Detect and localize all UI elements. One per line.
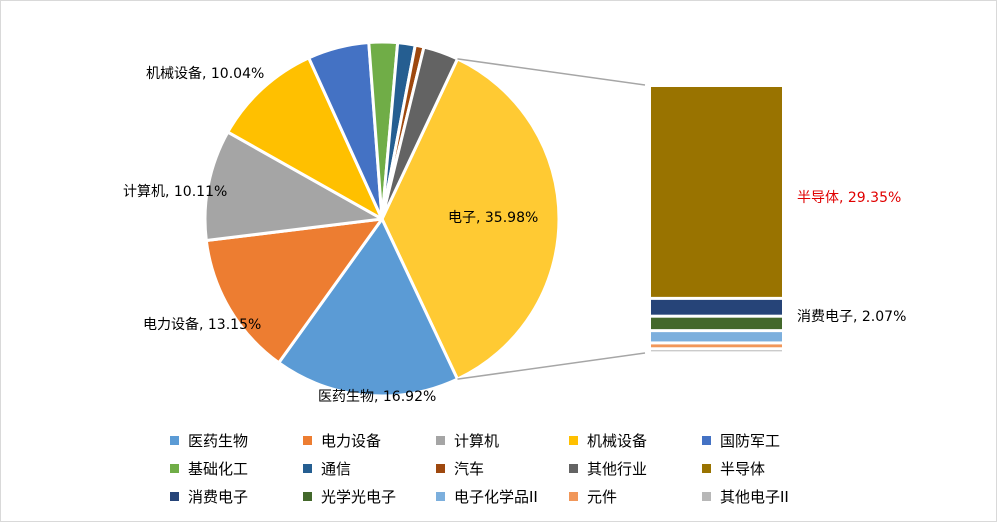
legend-item: 消费电子: [170, 486, 303, 507]
legend-label: 医药生物: [188, 431, 249, 450]
legend-item: 汽车: [436, 458, 569, 479]
legend-item: 光学光电子: [303, 486, 436, 507]
legend-label: 基础化工: [188, 459, 249, 478]
legend-label: 计算机: [454, 431, 500, 450]
legend-item: 其他行业: [569, 458, 702, 479]
legend-swatch-icon: [436, 491, 445, 501]
legend-item: 医药生物: [170, 430, 303, 451]
chart-legend: 医药生物 电力设备 计算机 机械设备 国防军工基础化工 通信 汽车 其他行业 半导体消费电子 光学…: [170, 426, 870, 510]
legend-label: 机械设备: [587, 431, 648, 450]
legend-label: 半导体: [720, 459, 766, 478]
pie-slice: [277, 217, 459, 398]
legend-label: 其他行业: [587, 459, 648, 478]
pie-slice: [203, 130, 384, 243]
legend-swatch-icon: [569, 435, 578, 445]
pie-slice: [380, 57, 561, 381]
pie-data-label: 计算机, 10.11%: [123, 184, 227, 200]
pie-data-label: 机械设备, 10.04%: [146, 65, 264, 82]
legend-swatch-icon: [436, 435, 445, 445]
legend-item: 基础化工: [170, 458, 303, 479]
legend-swatch-icon: [170, 491, 179, 501]
legend-swatch-icon: [702, 491, 711, 501]
legend-item: 元件: [569, 486, 702, 507]
legend-swatch-icon: [170, 463, 179, 473]
legend-item: 其他电子II: [702, 486, 835, 507]
legend-item: 机械设备: [569, 430, 702, 451]
legend-label: 其他电子II: [720, 487, 789, 506]
legend-swatch-icon: [702, 463, 711, 473]
connector-line-bottom: [457, 352, 646, 380]
bar-segment: [651, 299, 782, 315]
bar-segment: [651, 87, 782, 297]
pie-slice: [204, 217, 384, 365]
legend-row: 医药生物 电力设备 计算机 机械设备 国防军工: [170, 426, 870, 454]
pie-data-label: 电力设备, 13.15%: [143, 316, 261, 333]
legend-label: 汽车: [454, 459, 485, 478]
bar-segment: [651, 344, 782, 348]
bar-segment: [651, 332, 782, 342]
legend-label: 元件: [587, 487, 618, 506]
legend-item: 半导体: [702, 458, 835, 479]
legend-row: 基础化工 通信 汽车 其他行业 半导体: [170, 454, 870, 482]
legend-item: 国防军工: [702, 430, 835, 451]
legend-swatch-icon: [569, 491, 578, 501]
bar-segment: [651, 350, 782, 352]
legend-item: 电力设备: [303, 430, 436, 451]
pie-chart: [203, 40, 561, 398]
legend-label: 消费电子: [188, 487, 249, 506]
legend-row: 消费电子 光学光电子 电子化学品II 元件 其他电子II: [170, 482, 870, 510]
stacked-bar: [651, 87, 782, 352]
legend-label: 国防军工: [720, 431, 781, 450]
legend-item: 通信: [303, 458, 436, 479]
bar-data-label: 半导体, 29.35%: [797, 190, 901, 206]
legend-swatch-icon: [569, 463, 578, 473]
pie-slice: [226, 56, 384, 221]
legend-swatch-icon: [303, 491, 312, 501]
pie-slice: [380, 45, 459, 221]
connector-lines: [457, 58, 646, 380]
pie-data-label: 电子, 35.98%: [448, 210, 538, 226]
legend-swatch-icon: [303, 435, 312, 445]
legend-swatch-icon: [702, 435, 711, 445]
legend-item: 计算机: [436, 430, 569, 451]
legend-label: 电子化学品II: [454, 487, 538, 506]
bar-data-label: 消费电子, 2.07%: [797, 309, 906, 325]
bar-segment: [651, 317, 782, 330]
pie-data-label: 医药生物, 16.92%: [318, 389, 436, 405]
legend-label: 电力设备: [321, 431, 382, 450]
legend-label: 光学光电子: [321, 487, 397, 506]
data-labels: 电子, 35.98% 医药生物, 16.92% 电力设备, 13.15% 计算机, 1…: [123, 65, 906, 405]
legend-item: 电子化学品II: [436, 486, 569, 507]
legend-swatch-icon: [303, 463, 312, 473]
legend-label: 通信: [321, 459, 352, 478]
connector-line-top: [457, 58, 646, 86]
legend-swatch-icon: [436, 463, 445, 473]
legend-swatch-icon: [170, 435, 179, 445]
